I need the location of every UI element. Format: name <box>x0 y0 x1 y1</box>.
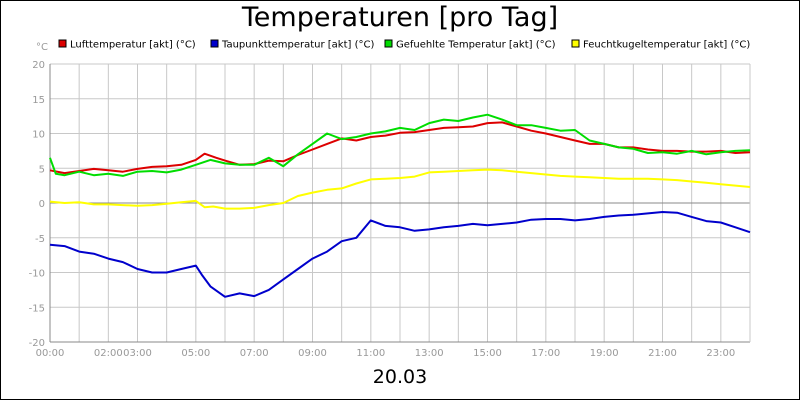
series-line-4 <box>49 168 751 210</box>
date-label: 20.03 <box>372 366 428 388</box>
x-tick-label: 13:00 <box>415 348 444 359</box>
legend-label-1: Lufttemperatur [akt] (°C) <box>70 40 196 51</box>
legend-label-4: Feuchtkugeltemperatur [akt] (°C) <box>583 40 750 51</box>
series-line-3 <box>49 113 751 177</box>
y-tick-label: -20 <box>29 338 45 349</box>
x-tick-label: 05:00 <box>181 348 210 359</box>
x-tick-label: 15:00 <box>473 348 502 359</box>
y-tick-label: 20 <box>32 60 45 71</box>
series-line-2 <box>49 211 751 298</box>
series-line-1 <box>49 121 751 175</box>
x-tick-label: 21:00 <box>648 348 677 359</box>
x-tick-label: 17:00 <box>531 348 560 359</box>
legend-label-3: Gefuehlte Temperatur [akt] (°C) <box>396 40 556 51</box>
x-tick-label: 23:00 <box>706 348 735 359</box>
legend-swatch-4 <box>571 39 580 48</box>
x-tick-label: 07:00 <box>240 348 269 359</box>
x-tick-label: 03:00 <box>123 348 152 359</box>
y-unit-label: °C <box>36 42 48 53</box>
legend-swatch-1 <box>58 39 67 48</box>
y-tick-label: -5 <box>35 234 45 245</box>
y-tick-label: 5 <box>39 164 45 175</box>
legend-swatch-3 <box>384 39 393 48</box>
legend-label-2: Taupunkttemperatur [akt] (°C) <box>221 40 374 51</box>
x-tick-label: 11:00 <box>356 348 385 359</box>
y-tick-label: -15 <box>29 303 45 314</box>
y-tick-label: 15 <box>32 95 45 106</box>
y-tick-label: 10 <box>32 130 45 141</box>
x-tick-label: 09:00 <box>298 348 327 359</box>
x-tick-label: 19:00 <box>590 348 619 359</box>
legend-swatch-2 <box>210 39 219 48</box>
x-tick-label: 02:00 <box>94 348 123 359</box>
x-tick-label: 00:00 <box>36 348 65 359</box>
y-tick-label: -10 <box>29 269 45 280</box>
chart-title: Temperaturen [pro Tag] <box>241 2 559 33</box>
y-tick-label: 0 <box>39 199 45 210</box>
